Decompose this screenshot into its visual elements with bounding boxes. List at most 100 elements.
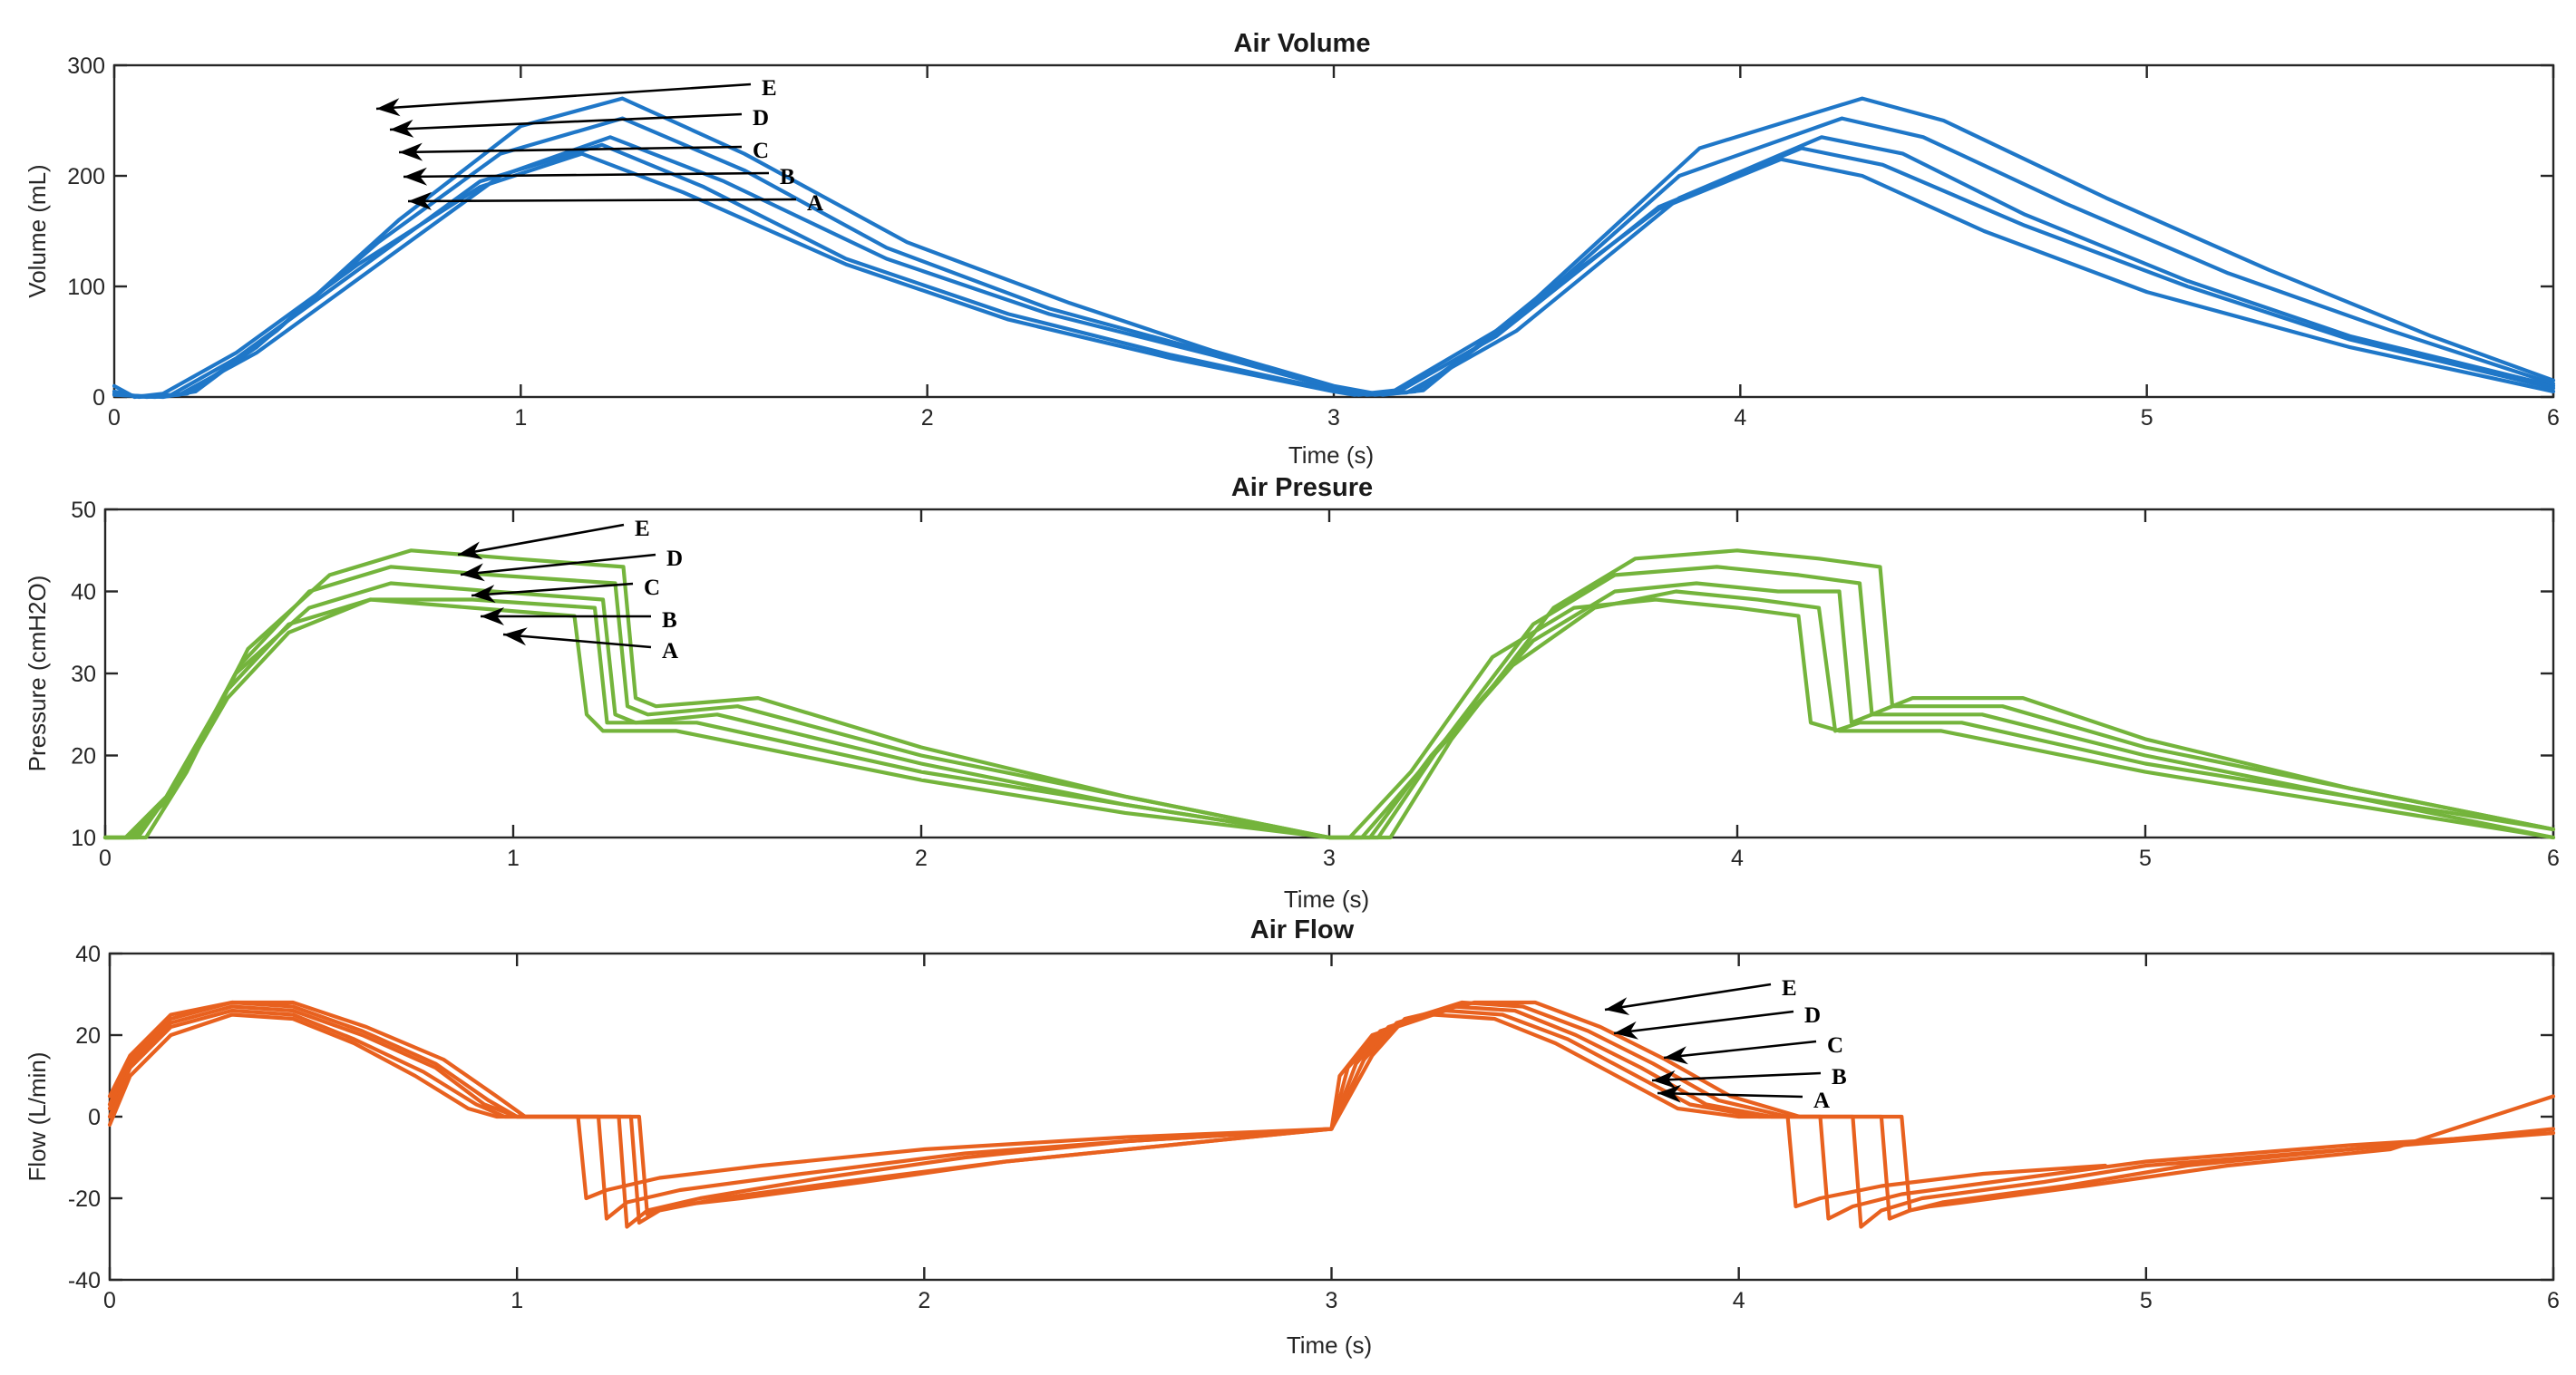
flow-annotation-label-E: E [1782, 976, 1797, 1001]
pressure-ytick-label-4: 50 [71, 498, 96, 523]
pressure-annotation-arrowhead-C [471, 585, 496, 604]
pressure-xlabel: Time (s) [1284, 886, 1369, 913]
pressure-annotation-arrowhead-B [481, 607, 504, 625]
flow-ytick-label-2: 0 [88, 1105, 101, 1130]
pressure-annotation-arrow-C [471, 582, 634, 597]
volume-xtick-label-0: 0 [108, 405, 121, 431]
pressure-xtick-label-5: 5 [2139, 846, 2152, 871]
volume-xlabel: Time (s) [1288, 441, 1374, 469]
flow-xtick-label-6: 6 [2547, 1288, 2560, 1313]
pressure-annotation-arrow-A [502, 633, 652, 649]
volume-annotation-label-B: B [780, 165, 795, 189]
volume-annotation-label-E: E [762, 76, 777, 101]
volume-xtick-label-3: 3 [1327, 405, 1340, 431]
volume-xtick-label-4: 4 [1734, 405, 1746, 431]
flow-ytick-label-0: -40 [68, 1268, 101, 1293]
pressure-annotation-label-A: A [662, 639, 678, 663]
flow-annotation-label-D: D [1804, 1003, 1821, 1028]
flow-ytick-label-3: 20 [75, 1023, 101, 1049]
volume-series-E [112, 96, 2556, 400]
flow-title: Air Flow [1250, 915, 1355, 944]
pressure-series-group [102, 548, 2556, 840]
volume-ytick-label-0: 0 [92, 385, 105, 411]
pressure-series-E [102, 548, 2556, 840]
volume-annotation-arrowhead-B [403, 167, 428, 186]
pressure-annotation-arrow-D [460, 553, 656, 576]
volume-annotation-label-D: D [753, 106, 769, 131]
flow-ytick-label-4: 40 [75, 942, 101, 967]
pressure-annotation-label-D: D [666, 547, 683, 571]
flow-series-E [107, 1000, 2556, 1217]
volume-xtick-label-6: 6 [2547, 405, 2560, 431]
flow-annotation-arrow-E [1604, 983, 1772, 1012]
volume-annotation-arrowhead-D [390, 119, 414, 138]
volume-annotation-arrow-D [389, 112, 743, 131]
flow-annotation-arrow-C [1663, 1040, 1817, 1060]
pressure-annotation-label-B: B [662, 608, 677, 633]
volume-annotation-arrowhead-E [376, 98, 401, 117]
pressure-ytick-label-2: 30 [71, 662, 96, 687]
volume-xtick-label-2: 2 [921, 405, 934, 431]
flow-ytick-label-1: -20 [68, 1186, 101, 1212]
flow-annotation-label-B: B [1832, 1065, 1847, 1089]
pressure-xtick-label-4: 4 [1731, 846, 1744, 871]
volume-ytick-label-2: 200 [67, 164, 105, 189]
pressure-annotation-arrowhead-A [503, 627, 528, 646]
volume-annotation-arrow-E [375, 82, 752, 111]
volume-annotation-arrowhead-A [408, 191, 432, 210]
volume-annotation-arrow-B [403, 171, 770, 179]
flow-annotation-label-C: C [1827, 1033, 1843, 1058]
flow-xtick-label-5: 5 [2140, 1288, 2153, 1313]
pressure-ylabel: Pressure (cmH2O) [24, 576, 51, 772]
volume-annotation-arrow-C [398, 145, 743, 154]
volume-xtick-label-1: 1 [514, 405, 527, 431]
flow-xtick-label-1: 1 [510, 1288, 523, 1313]
flow-annotation-arrowhead-E [1605, 997, 1630, 1015]
pressure-xtick-label-0: 0 [99, 846, 112, 871]
flow-xtick-label-3: 3 [1326, 1288, 1338, 1313]
pressure-ytick-label-1: 20 [71, 744, 96, 770]
flow-annotation-arrowhead-C [1664, 1046, 1688, 1065]
pressure-title: Air Presure [1231, 473, 1373, 502]
volume-ytick-label-1: 100 [67, 275, 105, 300]
flow-ticks: 0 1 2 3 4 5 6 -40 -20 0 20 40 [68, 942, 2560, 1313]
volume-ylabel: Volume (mL) [24, 164, 51, 297]
pressure-ytick-label-3: 40 [71, 580, 96, 605]
pressure-xtick-label-2: 2 [915, 846, 928, 871]
volume-xtick-label-5: 5 [2141, 405, 2153, 431]
flow-annotation-arrowhead-A [1657, 1084, 1682, 1103]
volume-series-group [112, 96, 2556, 400]
flow-xtick-label-2: 2 [918, 1288, 930, 1313]
flow-annotation-label-A: A [1813, 1089, 1830, 1113]
pressure-xtick-label-3: 3 [1323, 846, 1336, 871]
pressure-xtick-label-6: 6 [2547, 846, 2560, 871]
flow-annotation-arrow-D [1613, 1010, 1794, 1035]
volume-annotation-label-A: A [807, 191, 823, 216]
flow-xtick-label-4: 4 [1733, 1288, 1745, 1313]
volume-series-A [112, 151, 2556, 400]
flow-annotation-arrow-A [1657, 1091, 1803, 1099]
flow-annotation-arrowhead-B [1652, 1070, 1677, 1089]
pressure-annotation-label-E: E [635, 517, 650, 541]
flow-annotation-arrow-B [1651, 1071, 1822, 1082]
volume-annotation-label-C: C [753, 139, 769, 163]
flow-annotation-arrowhead-D [1614, 1021, 1638, 1040]
flow-ylabel: Flow (L/min) [24, 1051, 51, 1181]
pressure-ytick-label-0: 10 [71, 826, 96, 851]
pressure-annotation-arrowhead-D [461, 563, 485, 582]
flow-xtick-label-0: 0 [103, 1288, 116, 1313]
pressure-annotation-arrowhead-E [458, 541, 483, 560]
volume-title: Air Volume [1234, 29, 1371, 58]
pressure-ticks: 0 1 2 3 4 5 6 10 20 30 40 50 [71, 498, 2560, 871]
pressure-annotation-arrow-E [457, 523, 625, 557]
pressure-xtick-label-1: 1 [507, 846, 520, 871]
volume-ytick-label-3: 300 [67, 53, 105, 79]
volume-annotation-arrow-A [407, 198, 797, 203]
